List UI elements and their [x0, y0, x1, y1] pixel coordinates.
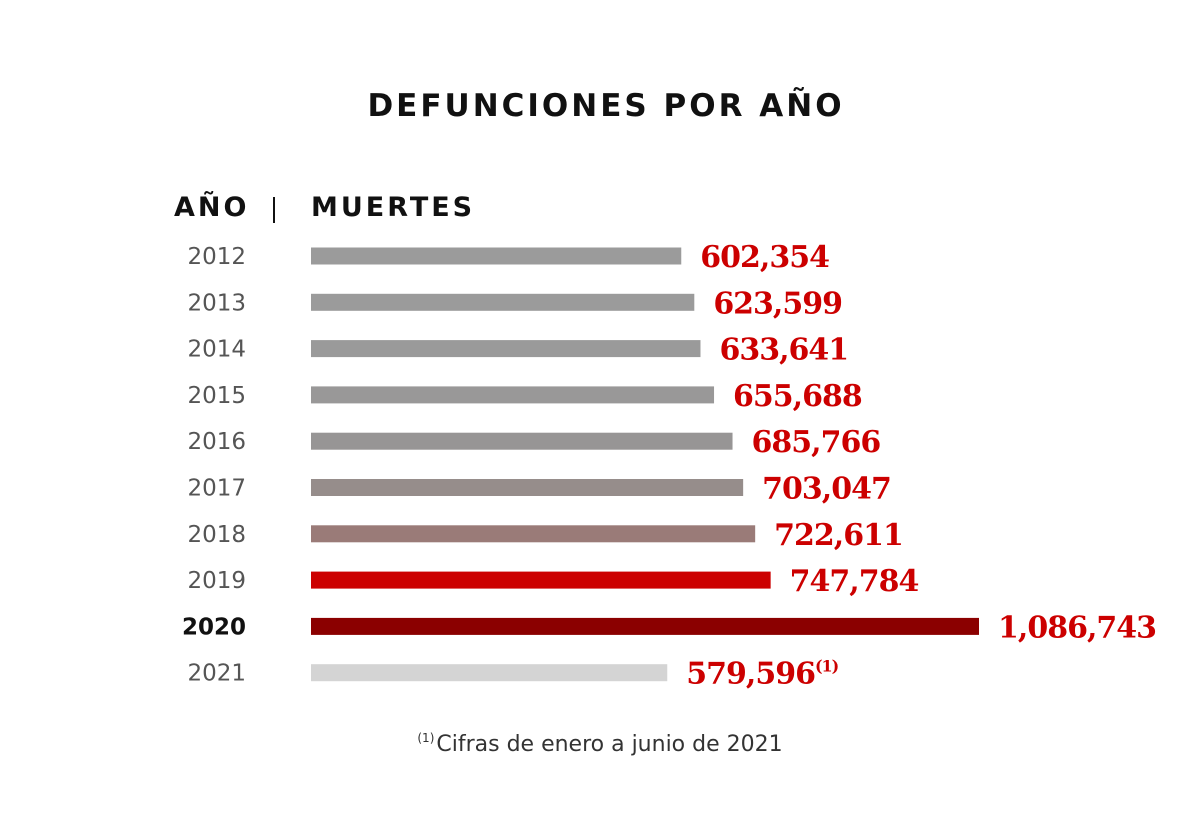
footnote: (1)Cifras de enero a junio de 2021 — [0, 731, 1200, 757]
footnote-text: Cifras de enero a junio de 2021 — [436, 732, 783, 757]
value-label-2013: 623,599 — [713, 286, 842, 321]
value-label-2014: 633,641 — [719, 333, 848, 368]
bar-2014 — [311, 340, 701, 358]
value-label-2021: 579,596(1) — [686, 657, 838, 692]
year-label-2013: 2013 — [187, 290, 246, 316]
header-separator — [273, 197, 275, 223]
year-label-2019: 2019 — [187, 568, 246, 594]
year-label-2014: 2014 — [187, 337, 246, 363]
year-label-2020: 2020 — [182, 614, 246, 640]
year-column-header: AÑO — [174, 192, 250, 223]
deaths-column-header: MUERTES — [311, 192, 476, 223]
year-label-2018: 2018 — [187, 522, 246, 548]
value-label-2016: 685,766 — [752, 425, 881, 460]
bar-2020 — [311, 617, 979, 635]
value-label-2015: 655,688 — [733, 379, 862, 414]
bar-2018 — [311, 525, 756, 543]
year-label-2015: 2015 — [187, 383, 246, 409]
value-label-2017: 703,047 — [762, 472, 891, 507]
value-label-2019: 747,784 — [790, 564, 919, 599]
bar-2021 — [311, 664, 668, 682]
value-label-2012: 602,354 — [700, 240, 829, 275]
year-label-2012: 2012 — [187, 244, 246, 270]
value-label-2020: 1,086,743 — [998, 610, 1156, 645]
bar-2015 — [311, 386, 715, 404]
value-label-2018: 722,611 — [774, 518, 903, 553]
bar-2012 — [311, 247, 682, 265]
bar-2016 — [311, 432, 733, 450]
year-label-2021: 2021 — [187, 661, 246, 687]
chart-title: DEFUNCIONES POR AÑO — [367, 88, 845, 124]
year-label-2016: 2016 — [187, 429, 246, 455]
footnote-marker: (1) — [417, 731, 435, 745]
value-footnote-marker: (1) — [815, 657, 839, 676]
bar-2019 — [311, 571, 771, 589]
bar-2013 — [311, 293, 695, 311]
year-label-2017: 2017 — [187, 476, 246, 502]
bar-2017 — [311, 479, 744, 496]
